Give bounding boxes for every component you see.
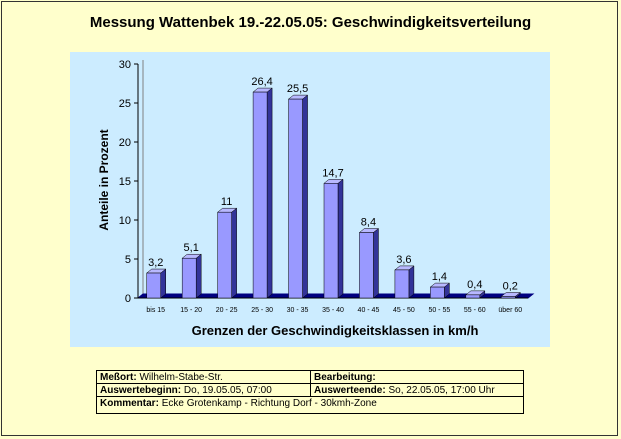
x-tick-label: bis 15 [146, 307, 165, 314]
bar-side [302, 94, 308, 299]
data-label: 0,2 [503, 280, 518, 292]
x-tick-label: 55 - 60 [464, 307, 486, 314]
y-tick-label: 15 [119, 176, 131, 188]
data-label: 3,6 [396, 254, 411, 266]
data-label: 14,7 [322, 167, 343, 179]
bar-side [266, 87, 273, 299]
data-label: 25,5 [287, 83, 308, 95]
x-tick-label: 30 - 35 [287, 307, 309, 314]
data-label: 8,4 [361, 216, 376, 228]
x-tick-label: 35 - 40 [322, 307, 344, 314]
data-label: 1,4 [432, 271, 447, 283]
bar-side [160, 268, 166, 299]
bar-side [337, 178, 344, 299]
y-tick-label: 30 [119, 59, 131, 71]
y-tick-label: 10 [119, 215, 131, 227]
x-tick-label: 40 - 45 [358, 307, 380, 314]
x-tick-label: 50 - 55 [428, 307, 450, 314]
x-tick-label: über 60 [498, 307, 522, 314]
data-label: 5,1 [184, 242, 199, 254]
bar-side [231, 207, 237, 299]
y-tick-label: 25 [119, 98, 131, 110]
bar [501, 296, 516, 299]
y-tick-label: 5 [125, 254, 131, 266]
messort-field: Meßort: Wilhelm-Stabe-Str. [100, 372, 223, 383]
data-label: 3,2 [148, 257, 163, 269]
bar [430, 286, 445, 299]
bar [323, 183, 339, 299]
data-label: 11 [221, 196, 232, 208]
bar [146, 272, 161, 299]
bar [181, 257, 197, 299]
info-row-zeit: Auswertebeginn: Do, 19.05.05, 07:00 Ausw… [97, 384, 523, 397]
bar-side [373, 227, 379, 299]
bar-side [195, 253, 202, 299]
x-axis-title: Grenzen der Geschwindigkeitsklassen in k… [192, 323, 479, 338]
auswerteende-field: Auswerteende: So, 22.05.05, 17:00 Uhr [314, 385, 495, 396]
x-tick-label: 15 - 20 [180, 307, 202, 314]
data-label: 26,4 [251, 76, 272, 88]
bar [359, 232, 374, 299]
y-tick-label: 0 [125, 293, 131, 305]
x-tick-label: 25 - 30 [251, 307, 273, 314]
bar-side [408, 265, 415, 299]
bar [465, 294, 481, 299]
info-row-ort: Meßort: Wilhelm-Stabe-Str. Bearbeitung: [97, 371, 523, 384]
bar [217, 211, 232, 299]
chart-title: Messung Wattenbek 19.-22.05.05: Geschwin… [89, 14, 532, 31]
auswertebeginn-field: Auswertebeginn: Do, 19.05.05, 07:00 [100, 385, 272, 396]
y-axis-title: Anteile in Prozent [97, 129, 111, 230]
x-tick-label: 45 - 50 [393, 307, 415, 314]
data-label: 0,4 [467, 279, 482, 291]
bearbeitung-field: Bearbeitung: [314, 372, 376, 383]
bar [252, 91, 268, 299]
info-table: Meßort: Wilhelm-Stabe-Str. Bearbeitung: … [96, 370, 524, 414]
x-tick-label: 20 - 25 [216, 307, 238, 314]
info-row-kommentar: Kommentar: Ecke Grotenkamp - Richtung Do… [97, 397, 523, 410]
kommentar-field: Kommentar: Ecke Grotenkamp - Richtung Do… [100, 398, 377, 409]
y-tick-label: 20 [119, 137, 131, 149]
bar [288, 98, 303, 299]
bar [394, 269, 410, 299]
